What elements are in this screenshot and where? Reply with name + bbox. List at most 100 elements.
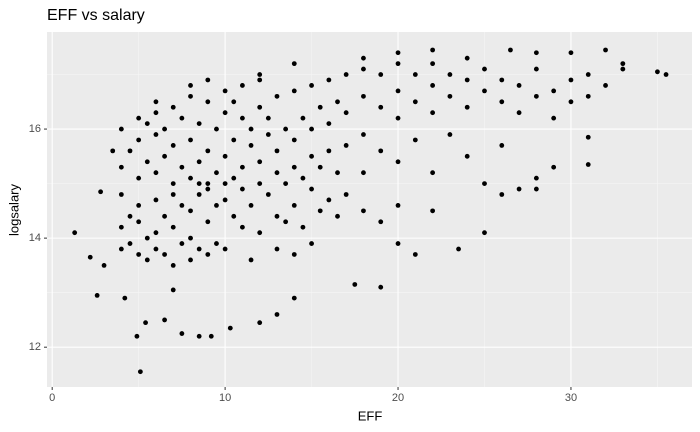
point [257, 320, 263, 326]
point [361, 132, 366, 137]
point [283, 126, 289, 132]
point [240, 224, 245, 230]
point [205, 186, 211, 192]
point [283, 219, 289, 225]
point [196, 181, 202, 186]
point [231, 99, 237, 105]
point [98, 189, 104, 195]
point [430, 208, 436, 214]
point [361, 55, 366, 61]
point [585, 72, 591, 77]
point [118, 192, 124, 197]
point [585, 93, 591, 99]
point [196, 246, 202, 252]
point [257, 230, 263, 236]
point [412, 252, 418, 257]
point [87, 254, 93, 260]
point [412, 99, 418, 105]
point [248, 203, 254, 208]
point [248, 257, 254, 263]
point [482, 181, 487, 186]
point [447, 72, 453, 77]
point [620, 61, 626, 67]
point [395, 115, 401, 121]
point [222, 153, 228, 159]
point [136, 219, 142, 225]
point [170, 181, 176, 186]
point [291, 164, 297, 170]
point [144, 121, 150, 127]
point [300, 115, 306, 121]
point [378, 284, 384, 290]
point [188, 83, 193, 88]
point [430, 61, 436, 67]
point [551, 164, 557, 170]
point [456, 246, 461, 252]
point [170, 192, 176, 197]
point [516, 83, 522, 88]
point [265, 192, 271, 197]
point [300, 175, 306, 181]
point [257, 181, 263, 186]
point [227, 325, 233, 331]
point [179, 115, 185, 121]
point [447, 132, 453, 137]
point [205, 148, 211, 154]
point [101, 262, 107, 268]
point [335, 99, 340, 105]
point [144, 159, 150, 165]
point [482, 88, 487, 94]
point [464, 77, 470, 83]
point [568, 50, 574, 56]
point [585, 134, 591, 140]
point [110, 148, 116, 154]
point [196, 192, 202, 197]
point [274, 93, 280, 99]
point [395, 203, 401, 208]
point [214, 241, 219, 246]
point [118, 164, 124, 170]
point [205, 252, 211, 257]
point [118, 126, 124, 132]
point [343, 143, 349, 148]
x-tick-label: 20 [392, 392, 404, 404]
point [196, 159, 202, 165]
point [153, 170, 159, 176]
point [378, 72, 384, 77]
point [499, 77, 505, 83]
point [430, 47, 436, 53]
point [170, 104, 176, 110]
point [464, 104, 470, 110]
point [153, 246, 159, 252]
point [499, 192, 505, 197]
point [274, 148, 280, 154]
point [240, 186, 245, 192]
point [118, 246, 124, 252]
point [162, 213, 167, 219]
point [326, 197, 332, 203]
point [395, 88, 401, 94]
point [309, 83, 314, 88]
point [482, 66, 487, 72]
point [179, 203, 185, 208]
point [309, 241, 314, 246]
point [663, 72, 669, 77]
point [361, 93, 366, 99]
point [257, 159, 263, 165]
point [240, 83, 245, 88]
point [222, 197, 228, 203]
point [153, 110, 159, 116]
point [188, 257, 193, 263]
point [585, 162, 591, 167]
point [265, 132, 271, 137]
y-tick-label: 12 [29, 341, 41, 353]
point [335, 213, 340, 219]
point [274, 213, 280, 219]
point [395, 61, 401, 67]
point [127, 213, 133, 219]
point [170, 262, 176, 268]
point [291, 61, 297, 67]
point [482, 230, 487, 236]
point [170, 224, 176, 230]
point [134, 333, 140, 339]
